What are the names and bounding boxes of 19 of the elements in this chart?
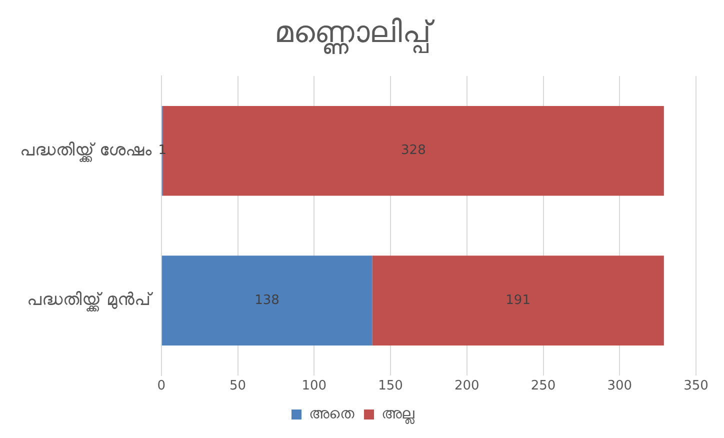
x-tick-label: 100 [302,378,327,394]
y-tick-label: പദ്ധതിയ്ക്ക് ശേഷം [20,140,152,164]
chart-title: മണ്ണൊലിപ്പ് [274,14,436,54]
x-tick-label: 0 [157,378,166,394]
data-label: 328 [401,143,426,158]
legend-label: അതെ [309,404,355,422]
x-tick-label: 250 [530,378,556,394]
legend-label: അല്ല [382,404,414,424]
bar [372,256,664,346]
x-tick-label: 50 [230,378,246,394]
x-tick-label: 350 [684,378,708,394]
x-tick-label: 200 [454,378,480,394]
x-tick-label: 300 [607,378,632,394]
data-label: 138 [254,292,280,308]
data-label: 191 [506,292,530,308]
x-tick-label: 150 [378,378,403,394]
bar [162,256,372,346]
y-tick-label: പദ്ധതിയ്ക്ക് മുൻപ് [27,290,154,313]
data-label: 1 [158,143,167,158]
